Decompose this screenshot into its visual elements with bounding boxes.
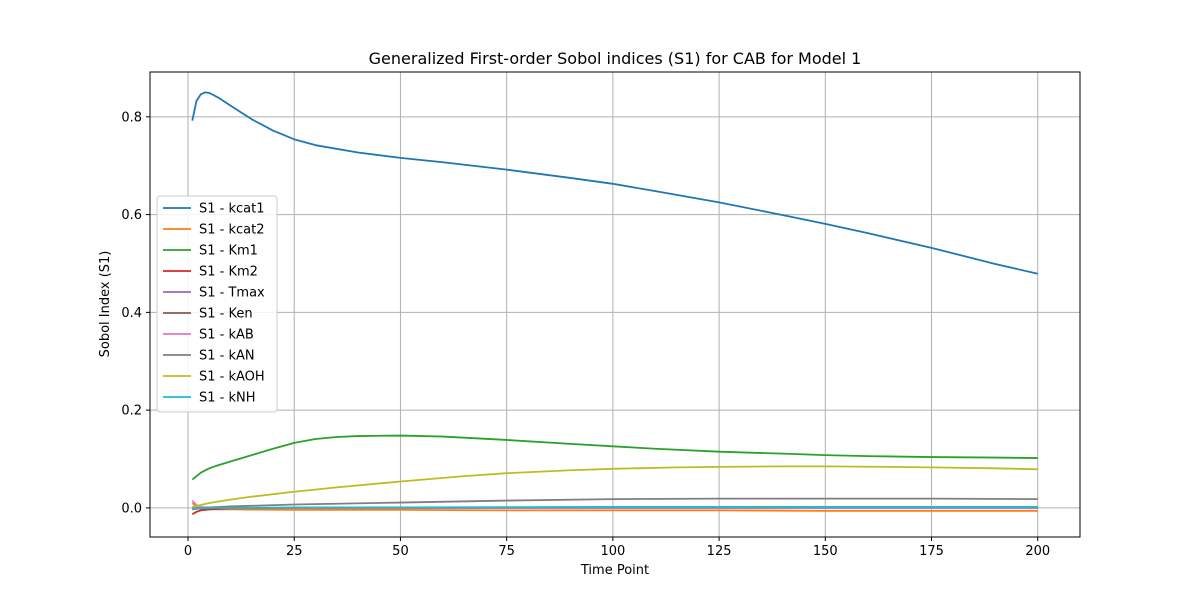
legend-label: S1 - kcat1 [199, 202, 265, 217]
chart-title: Generalized First-order Sobol indices (S… [369, 49, 862, 68]
y-tick-label: 0.4 [121, 306, 142, 321]
plot-lines [191, 91, 1038, 516]
y-tick-label: 0.0 [121, 501, 142, 516]
series-line-8 [192, 465, 1038, 508]
y-axis-ticks: 0.0 0.2 0.4 0.6 0.8 [121, 110, 150, 516]
x-tick-label: 200 [1025, 544, 1050, 559]
plot-frame [149, 71, 1081, 538]
y-tick-label: 0.6 [121, 208, 142, 223]
legend-label: S1 - kAOH [199, 370, 265, 385]
x-tick-label: 75 [498, 544, 515, 559]
legend-label: S1 - kAN [199, 349, 255, 364]
y-axis-label: Sobol Index (S1) [98, 251, 113, 358]
series-line-2 [191, 434, 1038, 481]
legend-label: S1 - Km2 [199, 265, 258, 280]
x-tick-label: 175 [919, 544, 944, 559]
series-line-0 [191, 91, 1038, 275]
x-tick-label: 100 [600, 544, 625, 559]
x-tick-label: 150 [813, 544, 838, 559]
legend: S1 - kcat1 S1 - kcat2 S1 - Km1 S1 - Km2 S1 -… [156, 195, 278, 413]
x-tick-label: 25 [286, 544, 303, 559]
y-tick-label: 0.2 [121, 404, 142, 419]
legend-label: S1 - Ken [199, 307, 253, 322]
legend-label: S1 - kAB [199, 328, 254, 343]
y-tick-label: 0.8 [121, 110, 142, 125]
legend-label: S1 - Tmax [199, 286, 265, 301]
x-tick-label: 0 [184, 544, 192, 559]
series-line-9 [192, 506, 1038, 510]
legend-label: S1 - kcat2 [199, 223, 265, 238]
x-tick-label: 125 [707, 544, 732, 559]
legend-label: S1 - Km1 [199, 244, 258, 259]
x-axis-label: Time Point [580, 563, 649, 578]
x-axis-ticks: 0 25 50 75 100 125 150 175 200 [184, 537, 1050, 559]
legend-label: S1 - kNH [199, 391, 256, 406]
x-tick-label: 50 [392, 544, 409, 559]
